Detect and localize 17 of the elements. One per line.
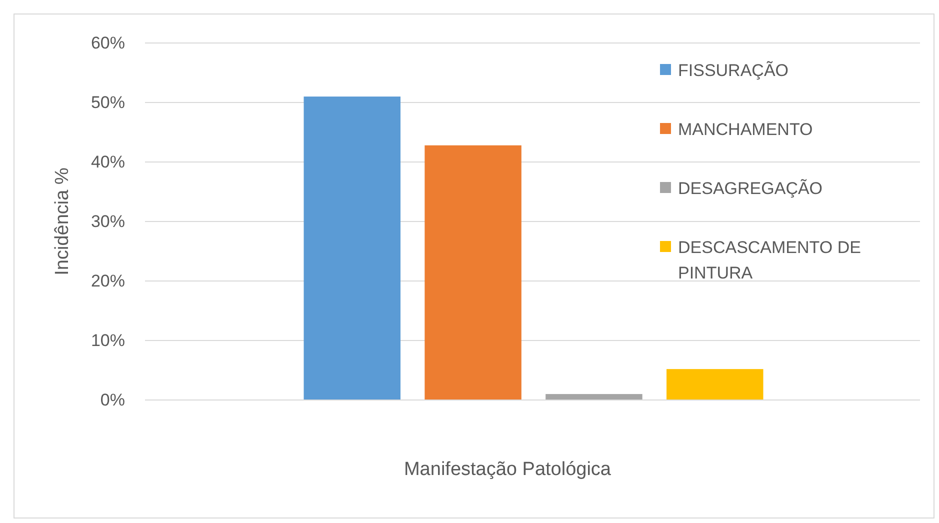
legend-label: MANCHAMENTO bbox=[678, 120, 813, 139]
legend-label: DESCASCAMENTO DE PINTURA bbox=[678, 238, 861, 282]
bar bbox=[546, 394, 642, 400]
y-tick-label: 50% bbox=[90, 92, 125, 112]
y-tick-label: 40% bbox=[90, 152, 125, 172]
y-tick-label: 60% bbox=[90, 33, 125, 52]
legend-label: DESAGREGAÇÃO bbox=[678, 178, 823, 198]
y-axis-title: Incidência % bbox=[52, 168, 73, 276]
x-axis-title: Manifestação Patológica bbox=[404, 459, 612, 480]
bar bbox=[304, 96, 400, 400]
legend-label: FISSURAÇÃO bbox=[678, 60, 789, 80]
y-tick-label: 20% bbox=[90, 271, 125, 290]
y-tick-label: 30% bbox=[90, 212, 125, 231]
y-tick-label: 10% bbox=[90, 330, 125, 350]
bar bbox=[424, 145, 522, 400]
y-tick-label: 0% bbox=[100, 390, 125, 410]
bar bbox=[666, 369, 764, 400]
